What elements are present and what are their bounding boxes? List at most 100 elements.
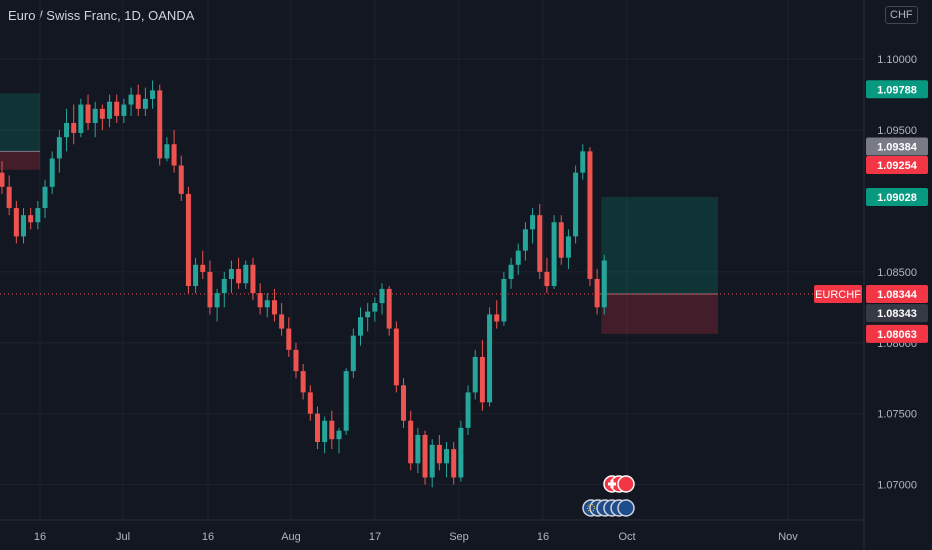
candle-body[interactable]: [329, 420, 335, 440]
symbol-tag: EURCHF: [815, 289, 861, 301]
candle-body[interactable]: [494, 314, 500, 322]
candle-body[interactable]: [558, 222, 564, 258]
x-tick-label: Sep: [449, 531, 469, 543]
candle-body[interactable]: [472, 356, 478, 393]
candle-body[interactable]: [271, 300, 277, 315]
candle-body[interactable]: [236, 269, 242, 284]
candle-body[interactable]: [343, 371, 349, 431]
candle-body[interactable]: [350, 335, 356, 372]
candle-body[interactable]: [336, 430, 342, 440]
candle-body[interactable]: [185, 193, 191, 287]
candle-body[interactable]: [114, 101, 120, 116]
candle-body[interactable]: [171, 144, 177, 166]
candle-body[interactable]: [214, 293, 220, 308]
candle-body[interactable]: [13, 208, 19, 237]
candle-body[interactable]: [415, 434, 421, 464]
candle-body[interactable]: [429, 444, 435, 478]
candle-body[interactable]: [522, 229, 528, 251]
candle-body[interactable]: [228, 269, 234, 279]
candle-body[interactable]: [587, 151, 593, 279]
candle-body[interactable]: [408, 420, 414, 464]
candle-body[interactable]: [6, 186, 12, 209]
price-label: 1.09254: [877, 160, 918, 172]
candle-body[interactable]: [594, 278, 600, 308]
candle-body[interactable]: [121, 104, 127, 116]
candle-body[interactable]: [221, 278, 227, 294]
candle-body[interactable]: [42, 186, 48, 209]
candle-body[interactable]: [300, 371, 306, 393]
candle-body[interactable]: [372, 303, 378, 312]
candle-body[interactable]: [135, 94, 141, 109]
candle-body[interactable]: [601, 260, 607, 308]
candle-body[interactable]: [573, 172, 579, 237]
candle-body[interactable]: [530, 215, 536, 230]
candle-body[interactable]: [35, 208, 41, 223]
candle-body[interactable]: [200, 264, 206, 272]
candle-body[interactable]: [544, 271, 550, 287]
currency-button[interactable]: CHF: [885, 6, 918, 24]
candle-body[interactable]: [78, 104, 84, 133]
candle-body[interactable]: [286, 328, 292, 350]
candle-body[interactable]: [365, 311, 371, 318]
candle-body[interactable]: [293, 349, 299, 372]
candle-body[interactable]: [21, 215, 27, 237]
eu-stars: [586, 503, 596, 513]
candle-body[interactable]: [85, 104, 91, 123]
candle-body[interactable]: [128, 94, 134, 105]
position-profit-zone[interactable]: [0, 93, 40, 152]
candle-body[interactable]: [444, 449, 450, 464]
swiss-flag-icon[interactable]: [617, 475, 635, 493]
candle-body[interactable]: [92, 108, 98, 123]
price-label-box: [866, 80, 928, 99]
candle-body[interactable]: [422, 434, 428, 478]
position-loss-zone[interactable]: [601, 293, 718, 334]
candle-body[interactable]: [580, 151, 586, 173]
candle-body[interactable]: [322, 420, 328, 443]
candle-body[interactable]: [0, 172, 5, 187]
candle-body[interactable]: [279, 314, 285, 329]
candle-body[interactable]: [508, 264, 514, 279]
candle-body[interactable]: [501, 278, 507, 322]
candle-body[interactable]: [207, 271, 213, 308]
candle-body[interactable]: [386, 288, 392, 329]
candle-body[interactable]: [99, 108, 105, 119]
candle-body[interactable]: [537, 215, 543, 272]
position-profit-zone[interactable]: [601, 197, 718, 294]
candle-body[interactable]: [479, 356, 485, 403]
candle-body[interactable]: [314, 413, 320, 443]
candle-body[interactable]: [150, 90, 156, 99]
candle-body[interactable]: [393, 328, 399, 386]
candle-body[interactable]: [28, 215, 34, 223]
candle-body[interactable]: [401, 385, 407, 421]
x-tick-label: 16: [202, 531, 214, 543]
price-label: 1.09384: [877, 142, 918, 154]
candle-body[interactable]: [56, 137, 62, 159]
candle-body[interactable]: [551, 222, 557, 287]
candle-body[interactable]: [71, 122, 77, 133]
candle-body[interactable]: [178, 165, 184, 194]
candle-body[interactable]: [64, 122, 70, 138]
position-loss-zone[interactable]: [0, 151, 40, 170]
candle-body[interactable]: [487, 314, 493, 403]
candle-body[interactable]: [379, 288, 385, 304]
candle-body[interactable]: [243, 264, 249, 284]
candle-body[interactable]: [193, 264, 199, 287]
candle-body[interactable]: [257, 293, 263, 308]
candle-body[interactable]: [142, 98, 148, 109]
candle-body[interactable]: [515, 250, 521, 265]
candle-body[interactable]: [465, 392, 471, 428]
candle-body[interactable]: [565, 236, 571, 258]
candle-body[interactable]: [250, 264, 256, 294]
candle-body[interactable]: [458, 427, 464, 478]
candle-body[interactable]: [264, 300, 270, 308]
candle-body[interactable]: [49, 158, 55, 187]
candle-body[interactable]: [307, 392, 313, 414]
candle-body[interactable]: [436, 444, 442, 464]
candle-body[interactable]: [358, 317, 363, 336]
candle-body[interactable]: [107, 101, 113, 119]
candle-body[interactable]: [451, 449, 457, 478]
candle-body[interactable]: [157, 90, 163, 159]
candle-body[interactable]: [164, 144, 170, 159]
eu-flag-icon[interactable]: [617, 499, 635, 517]
